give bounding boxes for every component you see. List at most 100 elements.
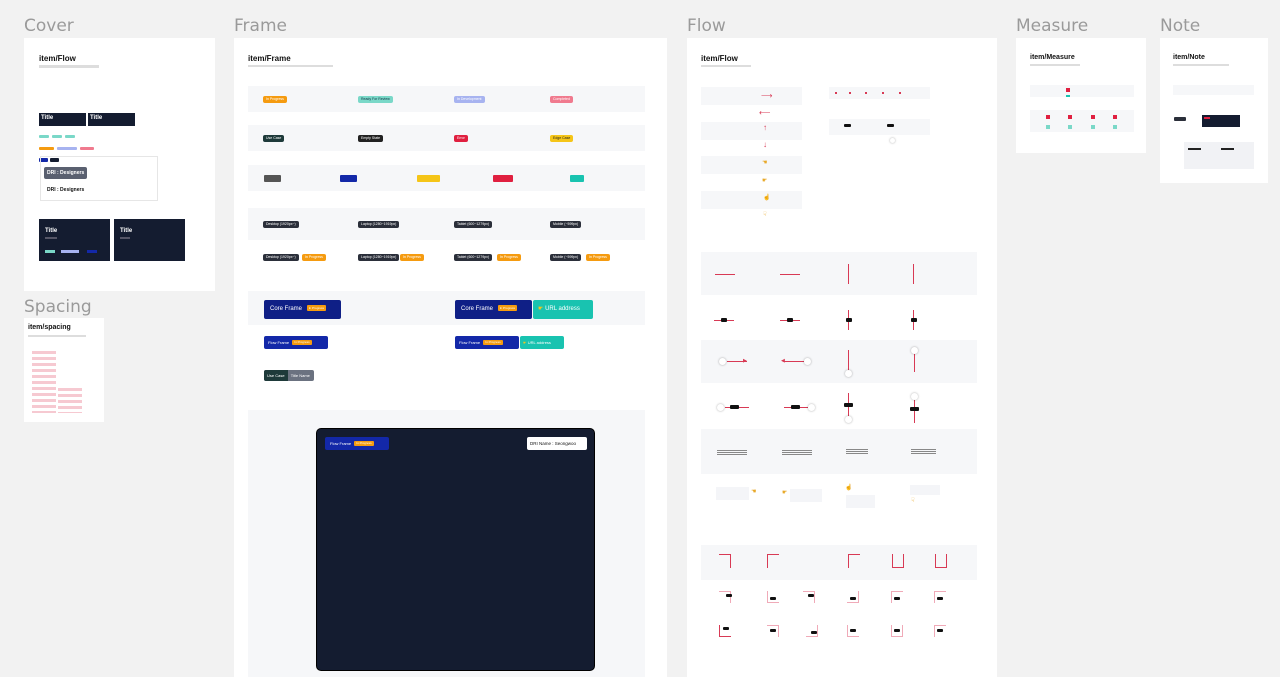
dark-card-1-title: Title — [45, 228, 58, 234]
dark-card-1[interactable]: Title — [39, 219, 110, 261]
core-frame-button[interactable]: Core Frame In Progress — [264, 300, 341, 319]
arrow-down-line — [914, 350, 915, 372]
flow-frame-button-2[interactable]: Flow Frame In Progress — [455, 336, 519, 349]
section-label-measure[interactable]: Measure — [1016, 16, 1089, 36]
category-tag[interactable] — [493, 175, 513, 182]
dot — [849, 92, 851, 94]
category-tag[interactable] — [264, 175, 281, 182]
note-card[interactable] — [1184, 142, 1254, 169]
label-chip — [730, 405, 739, 409]
title-card-2[interactable]: Title — [88, 113, 135, 126]
measure-marker — [1091, 115, 1095, 119]
dot — [899, 92, 901, 94]
use-case-title-chip[interactable]: Use Case Title Name — [264, 370, 314, 381]
connector-elbow-chip — [847, 591, 859, 603]
label-chip — [850, 597, 856, 600]
dri-badge-2[interactable]: DRI : Designers — [44, 184, 87, 196]
in-progress-badge: In Progress — [354, 441, 374, 447]
label-chip — [770, 629, 776, 632]
knob[interactable] — [890, 138, 895, 143]
knob[interactable] — [717, 404, 724, 411]
title-card-1[interactable]: Title — [39, 113, 86, 126]
note-bubble — [790, 489, 822, 502]
section-label-note[interactable]: Note — [1160, 16, 1201, 36]
knob[interactable] — [845, 370, 852, 377]
knob[interactable] — [719, 358, 726, 365]
measure-marker — [1113, 115, 1117, 119]
category-tag[interactable] — [570, 175, 584, 182]
case-tag-edge-case[interactable]: Edge Case — [550, 135, 574, 142]
core-frame-button-2[interactable]: Core Frame In Progress — [455, 300, 532, 319]
case-tag-empty-state[interactable]: Empty State — [358, 135, 384, 142]
device-tag-tablet[interactable]: Tablet (600~1279px) — [454, 221, 493, 228]
cover-panel[interactable]: item/Flow Title Title DRI : Designers DR… — [24, 38, 215, 291]
pointing-hand-icon: ☛ — [538, 306, 544, 312]
connector-elbow-chip — [803, 591, 815, 603]
label-chip — [887, 124, 894, 127]
device-tag-laptop-2[interactable]: Laptop (1280~1919px) — [358, 254, 400, 261]
device-tag-mobile-2[interactable]: Mobile (~599px) — [550, 254, 582, 261]
case-tag-use-case[interactable]: Use Case — [263, 135, 285, 142]
flow-subtitle — [701, 65, 751, 67]
connector-elbow — [848, 554, 860, 568]
dri-badge-1[interactable]: DRI : Designers — [44, 167, 87, 179]
note-subtitle — [1173, 64, 1229, 66]
mini-grid-row — [829, 87, 930, 99]
label-chip — [894, 629, 900, 632]
core-frame-label: Core Frame — [270, 306, 303, 312]
measure-row — [1030, 85, 1134, 97]
spacing-panel[interactable]: item/spacing — [24, 318, 104, 422]
knob[interactable] — [845, 416, 852, 423]
in-progress-tag[interactable]: In Progress — [302, 254, 326, 261]
measure-title: item/Measure — [1030, 54, 1075, 61]
section-label-flow[interactable]: Flow — [687, 16, 726, 36]
status-tag-in-dev[interactable]: In Development — [454, 96, 485, 103]
in-progress-tag[interactable]: In Progress — [400, 254, 424, 261]
status-tag-completed[interactable]: Completed — [550, 96, 573, 103]
measure-marker — [1068, 125, 1072, 129]
flow-board[interactable]: Flow Frame In Progress DRI Name : Seongw… — [316, 428, 595, 671]
device-tag-tablet-2[interactable]: Tablet (600~1279px) — [454, 254, 493, 261]
case-tag-error[interactable]: Error — [454, 135, 468, 142]
frame-panel[interactable]: item/Frame In Progress Ready For Review … — [234, 38, 667, 677]
connector-elbow — [935, 554, 947, 568]
in-progress-tag[interactable]: In Progress — [497, 254, 521, 261]
hand-down-icon: ☟ — [911, 498, 915, 504]
device-tag-desktop[interactable]: Desktop (1920px~) — [263, 221, 299, 228]
knob[interactable] — [808, 404, 815, 411]
arrow-row — [701, 191, 802, 209]
measure-panel[interactable]: item/Measure — [1016, 38, 1146, 153]
knob[interactable] — [911, 347, 918, 354]
connector-elbow-chip — [934, 591, 946, 603]
arrowhead-left-icon: ◀ — [781, 358, 785, 364]
title-card-1-label: Title — [41, 115, 54, 121]
board-dri-badge[interactable]: DRI Name : Seongwoo — [527, 437, 587, 450]
knob[interactable] — [911, 393, 918, 400]
url-address-button[interactable]: ☛ URL address — [533, 300, 593, 319]
in-progress-tag[interactable]: In Progress — [586, 254, 610, 261]
title-card-2-label: Title — [90, 115, 103, 121]
board-flow-frame-button[interactable]: Flow Frame In Progress — [325, 437, 389, 450]
section-label-spacing[interactable]: Spacing — [24, 297, 92, 317]
mini-grid-row — [829, 119, 930, 135]
status-tag-in-progress[interactable]: In Progress — [263, 96, 287, 103]
dri-badge-1-label: DRI : Designers — [47, 170, 85, 176]
text-lines — [717, 450, 747, 455]
frame-title: item/Frame — [248, 54, 291, 63]
flow-frame-button[interactable]: Flow Frame In Progress — [264, 336, 328, 349]
note-panel[interactable]: item/Note — [1160, 38, 1268, 183]
dark-card-2[interactable]: Title — [114, 219, 185, 261]
knob[interactable] — [804, 358, 811, 365]
section-label-cover[interactable]: Cover — [24, 16, 74, 36]
device-tag-laptop[interactable]: Laptop (1280~1919px) — [358, 221, 400, 228]
section-label-frame[interactable]: Frame — [234, 16, 287, 36]
connector-row — [701, 545, 977, 580]
category-tag[interactable] — [340, 175, 357, 182]
device-tag-mobile[interactable]: Mobile (~599px) — [550, 221, 582, 228]
url-address-small-button[interactable]: ☛ URL address — [520, 336, 564, 349]
status-tag-ready[interactable]: Ready For Review — [358, 96, 393, 103]
flow-panel[interactable]: item/Flow ⟵ ↑ ↓ ☚ ☛ ☝ ☟ ⟶ ▶ ◀ — [687, 38, 997, 677]
category-tag[interactable] — [417, 175, 440, 182]
device-tag-desktop-2[interactable]: Desktop (1920px~) — [263, 254, 299, 261]
device-row — [248, 208, 645, 240]
